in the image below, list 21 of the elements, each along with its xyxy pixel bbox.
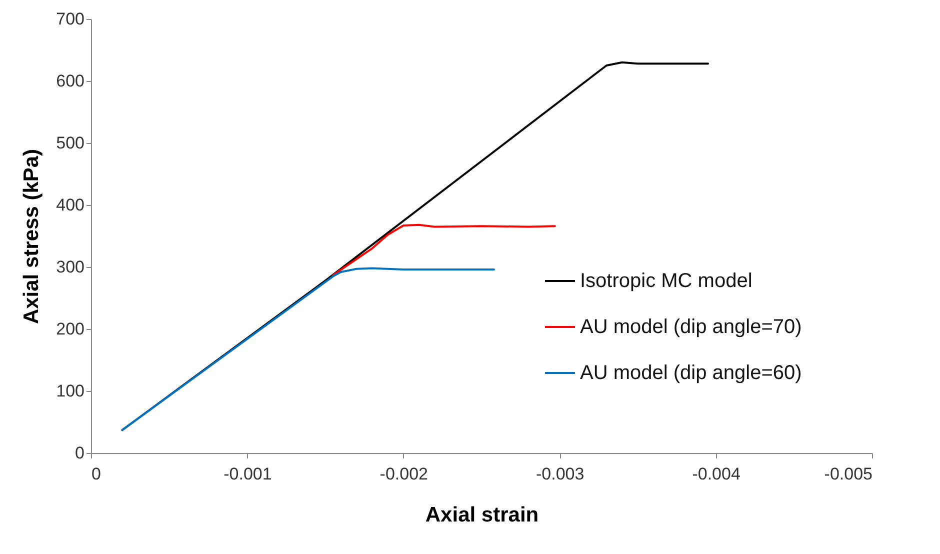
line-series <box>121 267 495 432</box>
y-axis-title: Axial stress (kPa) <box>20 148 44 324</box>
x-axis-title: Axial strain <box>425 504 539 526</box>
x-tick-label: -0.001 <box>224 464 272 484</box>
y-tick-label: 300 <box>56 258 84 276</box>
legend-label: AU model (dip angle=60) <box>580 362 802 384</box>
y-tick-label: 700 <box>56 10 84 28</box>
y-tick-label: 0 <box>75 444 84 462</box>
legend-label: AU model (dip angle=70) <box>580 316 802 338</box>
x-tick-label: 0 <box>92 464 101 484</box>
y-tick-label: 400 <box>56 196 84 214</box>
y-tick-label: 500 <box>56 134 84 152</box>
legend-label: Isotropic MC model <box>580 270 752 292</box>
y-tick-label: 600 <box>56 72 84 90</box>
x-tick-label: -0.002 <box>380 464 428 484</box>
x-tick-label: -0.003 <box>536 464 584 484</box>
y-tick-label: 200 <box>56 320 84 338</box>
y-tick-label: 100 <box>56 382 84 400</box>
x-tick-label: -0.004 <box>692 464 740 484</box>
x-tick-label: -0.005 <box>824 464 872 484</box>
line-series <box>332 224 556 276</box>
